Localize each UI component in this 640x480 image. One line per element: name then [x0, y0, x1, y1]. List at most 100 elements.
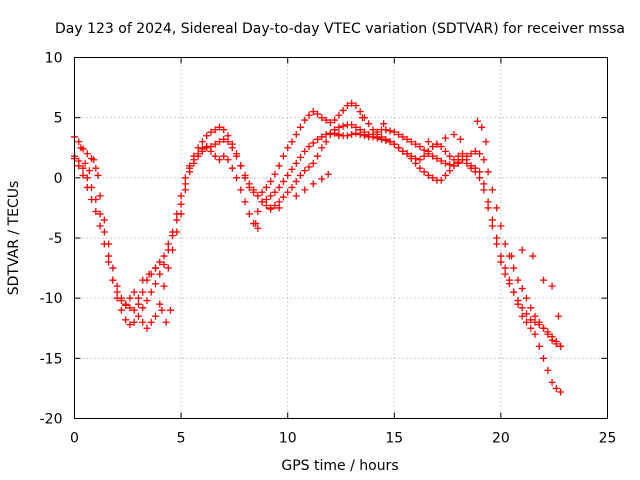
- data-point: [152, 280, 160, 288]
- data-point: [207, 147, 215, 155]
- data-point: [262, 195, 270, 203]
- y-tick-label: -10: [40, 291, 63, 307]
- data-point: [75, 138, 83, 146]
- data-point: [211, 140, 219, 148]
- data-point: [482, 138, 490, 146]
- data-point: [527, 316, 535, 324]
- data-point: [292, 159, 300, 167]
- data-point: [437, 157, 445, 165]
- x-axis-label: GPS time / hours: [281, 458, 398, 474]
- data-point: [514, 276, 522, 284]
- data-point: [100, 228, 108, 236]
- y-tick-label: 5: [54, 111, 63, 127]
- data-point: [441, 134, 449, 142]
- data-point: [169, 232, 177, 240]
- data-point: [399, 133, 407, 141]
- data-point: [493, 234, 501, 242]
- data-point: [279, 177, 287, 185]
- data-point: [322, 138, 330, 146]
- data-point: [77, 144, 85, 152]
- data-point: [181, 186, 189, 194]
- data-point: [309, 180, 317, 188]
- data-point: [488, 186, 496, 194]
- data-point: [109, 276, 117, 284]
- data-point: [412, 159, 420, 167]
- data-point: [403, 150, 411, 158]
- data-point: [441, 171, 449, 179]
- data-point: [314, 152, 322, 160]
- data-point: [81, 159, 89, 167]
- data-point: [407, 155, 415, 163]
- data-point: [552, 337, 560, 345]
- data-point: [94, 171, 102, 179]
- data-point: [301, 116, 309, 124]
- data-point: [245, 210, 253, 218]
- data-point: [552, 384, 560, 392]
- data-point: [152, 264, 160, 272]
- data-point: [473, 117, 481, 125]
- data-point: [275, 198, 283, 206]
- data-point: [420, 152, 428, 160]
- data-point: [79, 171, 87, 179]
- data-point: [139, 276, 147, 284]
- data-point: [92, 208, 100, 216]
- data-point: [258, 188, 266, 196]
- data-point: [220, 126, 228, 134]
- data-point: [147, 318, 155, 326]
- data-point: [352, 102, 360, 110]
- data-point: [147, 288, 155, 296]
- data-point: [88, 195, 96, 203]
- data-point: [510, 264, 518, 272]
- data-point: [459, 156, 467, 164]
- data-point: [164, 246, 172, 254]
- data-point: [164, 264, 172, 272]
- data-point: [501, 240, 509, 248]
- data-point: [420, 146, 428, 154]
- data-point: [339, 122, 347, 130]
- data-point: [220, 152, 228, 160]
- data-point: [471, 168, 479, 176]
- data-point: [548, 333, 556, 341]
- data-point: [254, 208, 262, 216]
- data-point: [254, 192, 262, 200]
- data-point: [540, 324, 548, 332]
- data-point: [275, 183, 283, 191]
- data-point: [522, 318, 530, 326]
- data-point: [92, 164, 100, 172]
- data-point: [122, 316, 130, 324]
- data-point: [522, 294, 530, 302]
- data-point: [501, 264, 509, 272]
- data-point: [156, 270, 164, 278]
- data-point: [386, 138, 394, 146]
- data-point: [100, 240, 108, 248]
- data-point: [505, 280, 513, 288]
- data-point: [211, 152, 219, 160]
- data-point: [352, 129, 360, 137]
- data-point: [237, 162, 245, 170]
- data-point: [557, 388, 565, 396]
- data-point: [429, 152, 437, 160]
- data-point: [456, 135, 464, 143]
- data-point: [105, 258, 113, 266]
- data-point: [215, 123, 223, 131]
- data-point: [162, 318, 170, 326]
- data-point: [343, 102, 351, 110]
- data-point: [139, 304, 147, 312]
- data-point: [275, 162, 283, 170]
- data-point: [531, 330, 539, 338]
- data-point: [493, 204, 501, 212]
- data-point: [126, 321, 134, 329]
- data-point: [271, 202, 279, 210]
- data-point: [420, 168, 428, 176]
- chart-title: Day 123 of 2024, Sidereal Day-to-day VTE…: [55, 21, 625, 37]
- data-point: [96, 222, 104, 230]
- data-point: [446, 167, 454, 175]
- data-point: [446, 152, 454, 160]
- data-point: [339, 106, 347, 114]
- data-point: [194, 150, 202, 158]
- data-point: [407, 138, 415, 146]
- plot-frame: [74, 57, 608, 419]
- data-point: [348, 121, 356, 129]
- data-point: [296, 153, 304, 161]
